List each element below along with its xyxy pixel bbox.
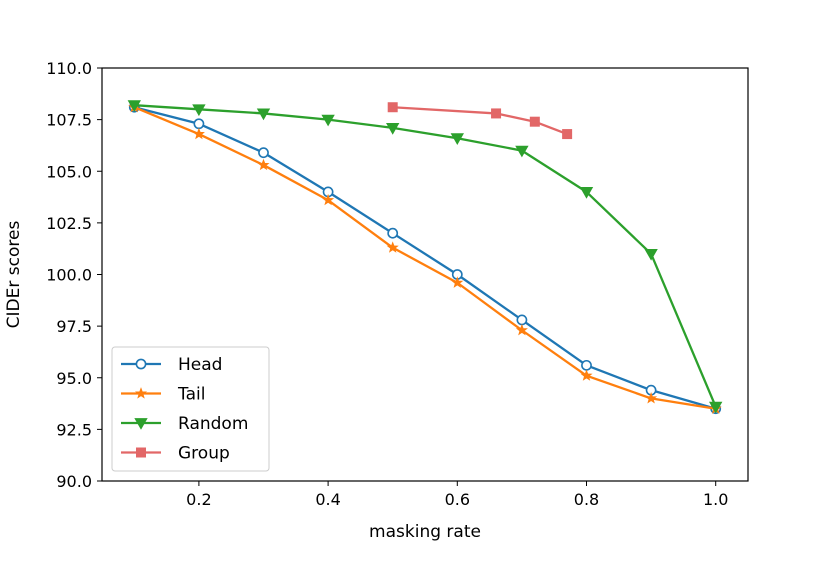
legend-marker-tail [134,387,148,399]
data-point-group [491,108,502,119]
x-axis-label: masking rate [369,522,481,542]
series-line-head [134,106,717,410]
data-point-random [192,104,206,117]
y-tick-label: 95.0 [56,369,92,388]
data-point-tail [451,276,464,288]
y-tick-label: 110.0 [46,59,92,78]
data-point-tail [645,392,658,404]
data-point-tail [580,369,593,381]
data-point-tail [386,241,399,253]
data-point-head [258,147,269,159]
y-axis-label: CIDEr scores [4,221,24,329]
series-line-group [392,106,568,136]
legend-marker-head [135,358,147,370]
data-point-random [644,248,658,261]
series-line-tail [133,106,716,410]
data-point-random [579,186,594,199]
data-point-random [515,145,529,158]
data-point-random [450,133,464,146]
data-point-tail [192,127,205,140]
data-point-head [516,314,528,326]
y-tick-label: 107.5 [46,111,92,130]
y-tick-label: 97.5 [56,317,92,336]
legend-label-tail: Tail [177,385,205,405]
data-point-random [709,401,723,414]
x-tick-label: 0.4 [315,490,340,509]
data-point-random [127,100,141,112]
y-tick-label: 100.0 [46,266,92,285]
data-point-head [193,118,205,130]
legend-marker-group [135,447,146,458]
data-point-head [581,359,592,371]
data-point-random [321,114,335,127]
legend-label-random: Random [178,414,248,434]
data-point-random [386,122,400,135]
legend-label-group: Group [178,444,230,464]
data-point-group [387,102,398,113]
data-point-head [387,227,399,239]
legend-entry-tail [121,387,161,399]
series-random [127,100,723,414]
legend-box [111,346,270,472]
x-tick-label: 0.8 [574,490,599,509]
plot-frame [101,67,749,482]
x-tick-label: 0.6 [445,490,470,509]
series-line-random [134,104,717,408]
ticks-layer: 0.2 0.4 0.6 0.8 1.0 90.0 92.5 95.0 97.5 100.0 102.… [46,59,728,509]
data-point-tail [322,193,335,206]
x-tick-label: 0.2 [186,490,211,509]
series-group [387,102,573,140]
legend-entry-group [121,447,161,458]
legend: Head Tail Random Group [111,346,270,472]
legend-marker-random [134,418,148,430]
legend-entry-random [121,418,161,430]
y-tick-label: 105.0 [46,162,92,181]
y-tick-label: 92.5 [56,420,92,439]
y-tick-label: 90.0 [56,472,92,491]
legend-label-head: Head [178,355,222,375]
data-point-tail [515,323,528,336]
data-point-group [529,116,540,127]
data-point-tail [257,158,270,171]
data-point-group [562,129,573,140]
legend-entry-head [121,358,161,370]
y-tick-label: 102.5 [46,214,92,233]
x-tick-label: 1.0 [703,490,728,509]
data-point-random [256,108,271,121]
series-layer [127,100,723,415]
